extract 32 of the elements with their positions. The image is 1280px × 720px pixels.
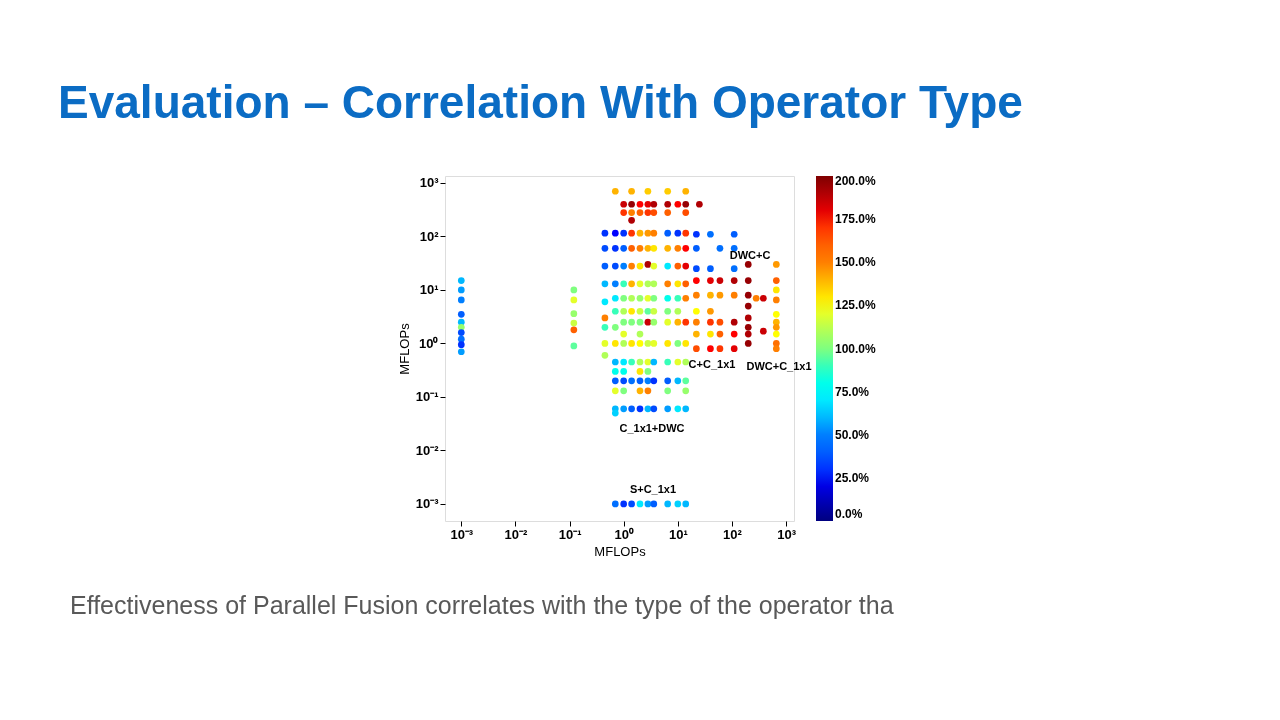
color-bar-label: 0.0% [835, 507, 863, 521]
y-tick-label: 10⁻¹ [415, 389, 439, 405]
color-bar-label: 100.0% [835, 341, 877, 356]
annotation: S+C_1x1 [629, 483, 677, 495]
color-bar-label: 200.0% [835, 174, 877, 188]
color-bar-label: 75.0% [835, 384, 870, 399]
x-axis-title: MFLOPs [594, 543, 647, 559]
x-tick-label: 10² [723, 526, 743, 542]
y-tick-label: 10⁰ [419, 335, 439, 351]
chart-title: Evaluation – Correlation With Operator Type [58, 76, 1023, 128]
y-tick-label: 10³ [419, 175, 440, 191]
color-bar-label: 175.0% [835, 212, 877, 227]
annotation: C_1x1+DWC [619, 422, 685, 434]
annotation: DWC+C [729, 249, 771, 261]
x-tick-label: 10⁻¹ [558, 526, 582, 542]
x-tick-label: 10⁻³ [450, 526, 474, 542]
color-bar-label: 25.0% [835, 470, 870, 485]
y-tick-label: 10⁻² [415, 442, 440, 458]
x-tick-label: 10¹ [668, 526, 688, 542]
annotation: C+C_1x1 [688, 358, 736, 370]
color-bar-label: 50.0% [835, 427, 870, 442]
y-axis-title: MFLOPs [396, 322, 412, 375]
x-tick-label: 10⁰ [614, 526, 634, 542]
text: Effectiveness of Parallel Fusion correlates with the type of the operator tha [70, 591, 894, 619]
y-tick-label: 10⁻³ [415, 496, 440, 512]
color-bar-label: 125.0% [835, 298, 877, 313]
color-bar-label: 150.0% [835, 255, 877, 270]
x-tick-label: 10⁻² [504, 526, 528, 542]
annotation: DWC+C_1x1 [746, 360, 812, 372]
x-tick-label: 10³ [777, 526, 797, 542]
y-tick-label: 10² [419, 228, 440, 244]
y-tick-label: 10¹ [419, 282, 439, 298]
